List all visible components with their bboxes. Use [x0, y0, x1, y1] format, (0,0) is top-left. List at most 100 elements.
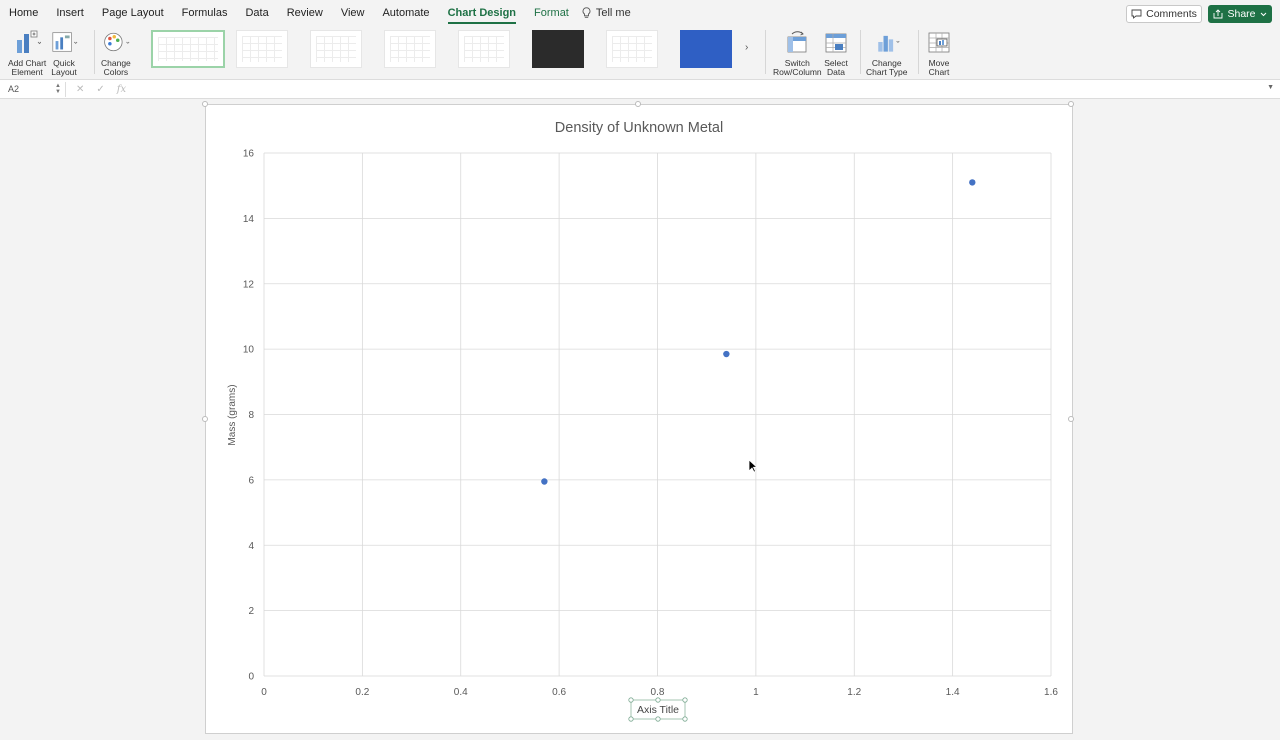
chart-style-5[interactable]: [458, 30, 510, 68]
mouse-cursor-icon: [748, 459, 758, 473]
change-colors-label-2: Colors: [103, 67, 129, 77]
tab-chart-design[interactable]: Chart Design: [439, 0, 525, 26]
x-tick-label: 0: [261, 687, 267, 698]
x-tick-label: 0.8: [651, 687, 665, 698]
y-tick-label: 12: [243, 279, 255, 290]
name-box-spinner-icon[interactable]: ▲ ▼: [55, 82, 61, 95]
formula-bar-expand-icon[interactable]: ▼: [1267, 84, 1274, 91]
data-point[interactable]: [541, 478, 548, 485]
chart-style-1[interactable]: [151, 30, 225, 68]
x-tick-label: 1: [753, 687, 759, 698]
quick-layout-icon: [52, 32, 78, 52]
tell-me[interactable]: Tell me: [578, 7, 631, 19]
tab-automate[interactable]: Automate: [382, 7, 430, 19]
quick-layout-label-2: Layout: [51, 67, 77, 77]
chart-resize-handle[interactable]: [1068, 101, 1074, 107]
move-chart-button[interactable]: Move Chart: [925, 28, 953, 77]
gallery-more-icon[interactable]: ›: [745, 42, 749, 53]
change-colors-label-1: Change: [101, 58, 131, 68]
chart-resize-handle[interactable]: [635, 101, 641, 107]
tab-review[interactable]: Review: [286, 7, 323, 19]
chart-style-8[interactable]: [680, 30, 732, 68]
chart-style-7[interactable]: [606, 30, 658, 68]
tab-chart-design-label: Chart Design: [447, 7, 517, 24]
y-axis-title[interactable]: Mass (grams): [227, 384, 238, 445]
chart-style-4[interactable]: [384, 30, 436, 68]
comment-icon: [1131, 9, 1142, 19]
ribbon-separator: [765, 30, 766, 74]
x-tick-label: 1.4: [946, 687, 960, 698]
share-button[interactable]: Share: [1208, 5, 1272, 23]
x-tick-label: 0.2: [355, 687, 369, 698]
chart-styles-gallery: [150, 30, 760, 70]
comments-label: Comments: [1146, 8, 1197, 20]
formula-bar: A2 ▲ ▼ ✕ ✓ fx ▼: [0, 80, 1280, 99]
switch-row-column-label-1: Switch: [784, 58, 810, 68]
chart-style-2[interactable]: [236, 30, 288, 68]
select-data-label-1: Select: [824, 58, 848, 68]
chart-title[interactable]: Density of Unknown Metal: [555, 120, 723, 136]
y-tick-label: 14: [243, 214, 255, 225]
x-tick-label: 1.6: [1044, 687, 1058, 698]
ribbon-separator: [918, 30, 919, 74]
chart-area[interactable]: 0 2 4 6 8 10 12 14 16 0 0.2 0.4 0.6 0.8 1 1.2 1.4 1.6 De…: [202, 101, 1074, 735]
lightbulb-icon: [582, 7, 591, 18]
chart-style-6[interactable]: [532, 30, 584, 68]
data-point[interactable]: [723, 350, 730, 358]
select-data-label-2: Data: [827, 67, 845, 77]
tab-formulas[interactable]: Formulas: [181, 7, 228, 19]
change-chart-type-icon: [877, 35, 900, 52]
y-axis-tick-labels: 0 2 4 6 8 10 12 14 16: [243, 149, 255, 683]
chart-series-points: [541, 179, 976, 485]
quick-layout-button[interactable]: Quick Layout: [50, 28, 78, 77]
name-box[interactable]: A2 ▲ ▼: [4, 81, 66, 97]
tab-page-layout[interactable]: Page Layout: [101, 7, 164, 19]
change-chart-type-label-1: Change: [871, 58, 902, 68]
add-chart-element-button[interactable]: Add Chart Element: [8, 28, 46, 77]
tab-view[interactable]: View: [340, 7, 365, 19]
chart-resize-handle[interactable]: [202, 416, 208, 422]
tab-home[interactable]: Home: [9, 7, 39, 19]
tab-format[interactable]: Format: [534, 7, 569, 19]
chart-style-3[interactable]: [310, 30, 362, 68]
y-tick-label: 16: [243, 149, 255, 160]
y-tick-label: 6: [248, 475, 254, 486]
y-tick-label: 10: [243, 345, 255, 356]
chart-gridlines: [263, 152, 1052, 677]
switch-row-column-icon: [787, 31, 807, 53]
scatter-chart[interactable]: 0 2 4 6 8 10 12 14 16 0 0.2 0.4 0.6 0.8 1 1.2 1.4 1.6 De…: [206, 105, 1074, 735]
tab-data[interactable]: Data: [245, 7, 269, 19]
select-data-button[interactable]: Select Data: [822, 28, 850, 77]
ribbon-separator: [860, 30, 861, 74]
add-chart-element-icon: [17, 30, 42, 53]
data-point[interactable]: [969, 179, 976, 186]
chart-resize-handle[interactable]: [202, 101, 208, 107]
tab-insert[interactable]: Insert: [56, 7, 84, 19]
cancel-icon[interactable]: ✕: [76, 83, 85, 95]
x-tick-label: 1.2: [847, 687, 861, 698]
tell-me-label: Tell me: [595, 7, 631, 19]
change-colors-button[interactable]: Change Colors: [101, 28, 131, 77]
select-data-icon: [825, 33, 847, 53]
comments-button[interactable]: Comments: [1126, 5, 1202, 23]
move-chart-label-2: Chart: [928, 67, 950, 77]
x-axis-title-selection[interactable]: Axis Title: [628, 697, 688, 722]
menu-bar: Home Insert Page Layout Formulas Data Re…: [0, 0, 1280, 26]
switch-row-column-button[interactable]: Switch Row/Column: [773, 28, 822, 77]
x-axis-tick-labels: 0 0.2 0.4 0.6 0.8 1 1.2 1.4 1.6: [261, 687, 1058, 698]
share-icon: [1214, 9, 1223, 19]
change-chart-type-label-2: Chart Type: [866, 67, 908, 77]
palette-icon: [104, 32, 130, 52]
y-tick-label: 0: [248, 672, 254, 683]
x-axis-title[interactable]: Axis Title: [637, 704, 679, 716]
enter-icon[interactable]: ✓: [96, 83, 105, 95]
insert-function-icon[interactable]: fx: [116, 83, 127, 95]
change-chart-type-button[interactable]: Change Chart Type: [866, 28, 907, 77]
x-tick-label: 0.6: [552, 687, 566, 698]
name-box-value: A2: [8, 84, 20, 94]
ribbon-separator: [94, 30, 95, 74]
y-tick-label: 2: [248, 606, 254, 617]
ribbon: Add Chart Element Quick Layout Change Co…: [0, 26, 1280, 80]
chart-resize-handle[interactable]: [1068, 416, 1074, 422]
switch-row-column-label-2: Row/Column: [773, 67, 822, 77]
